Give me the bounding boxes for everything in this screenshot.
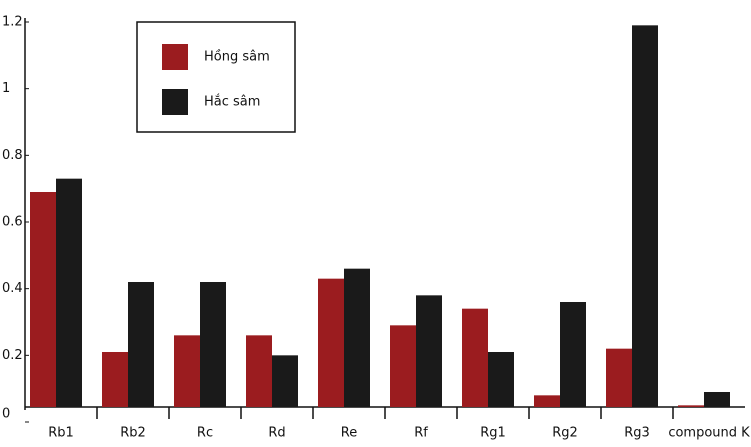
bar bbox=[174, 335, 200, 407]
x-tick-label: Re bbox=[341, 426, 357, 441]
bar bbox=[560, 302, 586, 407]
bar bbox=[56, 178, 82, 407]
y-tick-label: 0.8 bbox=[2, 148, 23, 163]
x-tick-label: Rg3 bbox=[624, 426, 650, 441]
x-tick-label: Rb1 bbox=[48, 426, 74, 441]
bar bbox=[488, 352, 514, 407]
bar bbox=[318, 278, 344, 407]
y-tick-label: 0.4 bbox=[2, 281, 23, 296]
bar bbox=[462, 308, 488, 407]
x-tick-label: Rb2 bbox=[120, 426, 146, 441]
x-tick-label: Rf bbox=[414, 426, 428, 441]
legend-label: Hồng sâm bbox=[204, 50, 270, 65]
bar bbox=[200, 282, 226, 407]
x-tick-label: Rg1 bbox=[480, 426, 506, 441]
bar bbox=[632, 25, 658, 407]
bar bbox=[534, 395, 560, 407]
x-tick-label: Rg2 bbox=[552, 426, 578, 441]
y-tick-label: 1 bbox=[2, 81, 10, 96]
bar bbox=[416, 295, 442, 407]
x-tick-label: compound K bbox=[668, 426, 750, 441]
y-tick-label: 1.2 bbox=[2, 15, 23, 30]
x-tick-label: Rd bbox=[268, 426, 285, 441]
bar bbox=[246, 335, 272, 407]
legend-label: Hắc sâm bbox=[204, 95, 260, 110]
bar bbox=[704, 392, 730, 407]
bar bbox=[102, 352, 128, 407]
bar bbox=[606, 348, 632, 407]
bar bbox=[678, 405, 704, 407]
legend-box bbox=[136, 21, 296, 133]
y-tick-label: 0 bbox=[2, 407, 10, 422]
bar bbox=[344, 268, 370, 407]
bar bbox=[128, 282, 154, 407]
y-tick-label: 0.2 bbox=[2, 348, 23, 363]
bar bbox=[272, 355, 298, 407]
x-tick-label: Rc bbox=[197, 426, 213, 441]
legend-swatch bbox=[162, 44, 188, 70]
bar bbox=[30, 192, 56, 407]
legend-swatch bbox=[162, 89, 188, 115]
bar bbox=[390, 325, 416, 407]
y-tick-label: 0.6 bbox=[2, 215, 23, 230]
